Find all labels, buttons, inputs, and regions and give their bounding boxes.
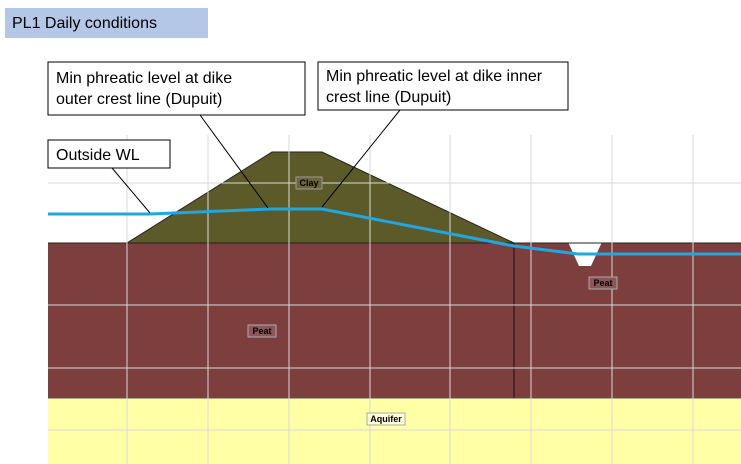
label-box bbox=[247, 324, 277, 338]
pointer bbox=[199, 114, 269, 209]
aquifer-layer bbox=[48, 398, 741, 464]
callout-text: Min phreatic level at dike inner bbox=[326, 68, 543, 85]
label-box bbox=[295, 176, 323, 190]
layer-label: Peat bbox=[593, 278, 612, 288]
clay-dike bbox=[125, 151, 515, 244]
header-box bbox=[5, 8, 208, 38]
pointer bbox=[321, 109, 401, 208]
peat-layer bbox=[48, 243, 741, 398]
layer-label: Aquifer bbox=[370, 414, 402, 424]
callout-text: outer crest line (Dupuit) bbox=[56, 91, 222, 108]
callout-text: crest line (Dupuit) bbox=[326, 89, 451, 106]
header-title: PL1 Daily conditions bbox=[12, 15, 157, 32]
callout-text: Min phreatic level at dike bbox=[56, 70, 232, 87]
grid bbox=[48, 135, 741, 464]
layer-label: Clay bbox=[299, 178, 318, 188]
phreatic-line bbox=[48, 207, 741, 256]
label-box bbox=[366, 412, 406, 426]
callout-box bbox=[47, 61, 306, 116]
callout-box bbox=[317, 61, 569, 111]
callout-text: Outside WL bbox=[56, 147, 140, 164]
callout-box bbox=[47, 139, 171, 169]
pointer bbox=[111, 167, 151, 214]
label-box bbox=[588, 276, 618, 290]
layer-label: Peat bbox=[252, 326, 271, 336]
